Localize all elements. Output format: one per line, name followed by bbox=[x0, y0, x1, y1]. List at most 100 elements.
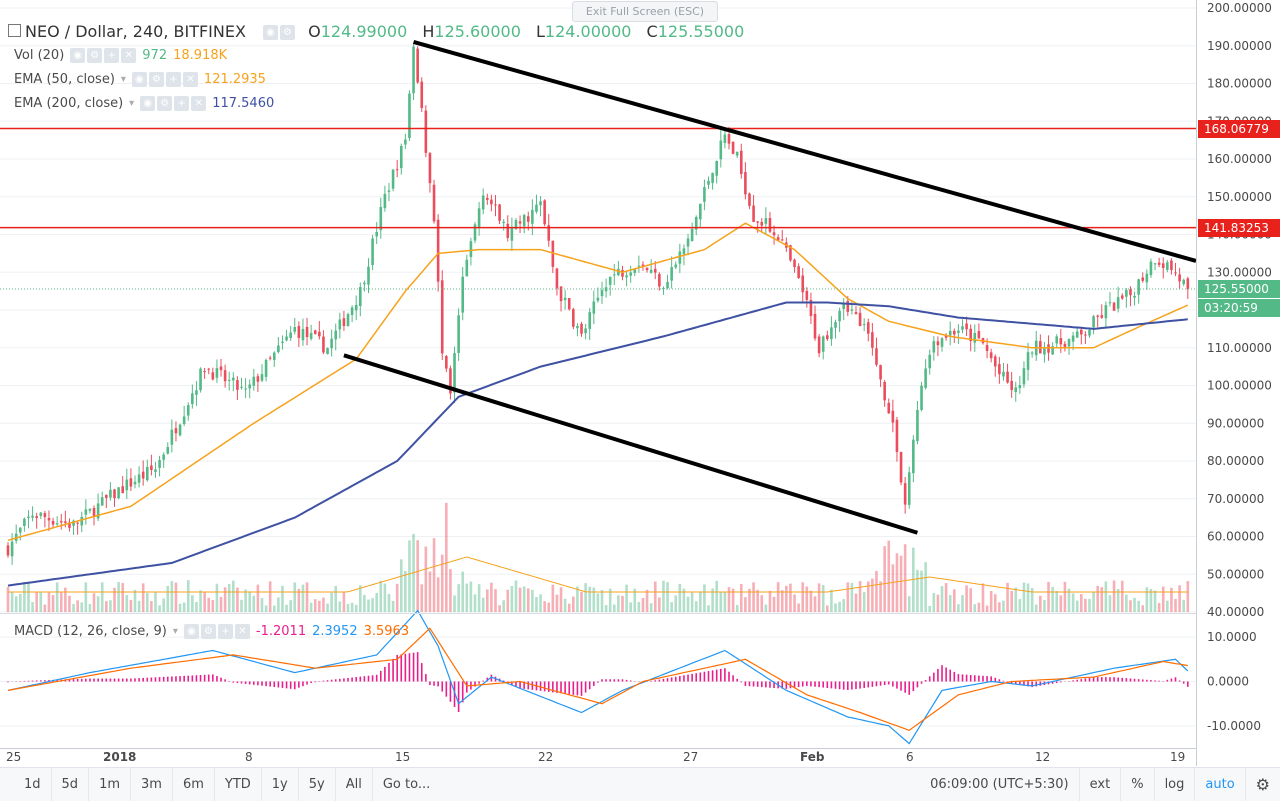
range-all[interactable]: All bbox=[336, 768, 373, 801]
gear-icon[interactable]: ⚙ bbox=[87, 48, 102, 63]
goto-button[interactable]: Go to... bbox=[373, 768, 440, 801]
plus-icon[interactable]: + bbox=[174, 96, 189, 111]
macd-histogram-bar bbox=[712, 670, 714, 681]
candle-body bbox=[687, 238, 690, 246]
volume-bar bbox=[216, 584, 219, 612]
macd-histogram-bar bbox=[884, 682, 886, 686]
candle-body bbox=[1100, 315, 1103, 318]
time-axis-label: 12 bbox=[1035, 750, 1050, 764]
volume-bar bbox=[44, 605, 47, 612]
gear-icon[interactable]: ⚙ bbox=[157, 96, 172, 111]
candle-body bbox=[863, 324, 866, 325]
macd-histogram-bar bbox=[925, 680, 927, 681]
chevron-down-icon[interactable]: ▾ bbox=[121, 74, 126, 85]
plus-icon[interactable]: + bbox=[104, 48, 119, 63]
candle-body bbox=[801, 276, 804, 293]
volume-bar bbox=[642, 598, 645, 612]
macd-histogram-bar bbox=[593, 682, 595, 686]
legend-macd[interactable]: MACD (12, 26, close, 9)▾ ◉⚙+✕ -1.2011 2.… bbox=[14, 624, 409, 639]
candle-body bbox=[1133, 296, 1136, 298]
chevron-down-icon[interactable]: ▾ bbox=[129, 98, 134, 109]
volume-bar bbox=[1121, 581, 1124, 612]
volume-bar bbox=[1027, 584, 1030, 612]
candle-body bbox=[535, 205, 538, 212]
settings-gear-icon[interactable]: ⚙ bbox=[1246, 768, 1280, 801]
legend-ema50[interactable]: EMA (50, close)▾ ◉⚙+✕ 121.2935 bbox=[14, 72, 266, 87]
close-icon[interactable]: ✕ bbox=[191, 96, 206, 111]
macd-histogram-bar bbox=[675, 677, 677, 682]
volume-bar bbox=[961, 595, 964, 612]
candle-body bbox=[1060, 338, 1063, 344]
close-icon[interactable]: ✕ bbox=[183, 72, 198, 87]
time-display[interactable]: 06:09:00 (UTC+5:30) bbox=[920, 768, 1080, 801]
candle-body bbox=[896, 420, 899, 452]
auto-toggle[interactable]: auto bbox=[1195, 768, 1245, 801]
ema-lines bbox=[8, 223, 1188, 585]
range-3m[interactable]: 3m bbox=[131, 768, 173, 801]
macd-histogram-bar bbox=[77, 679, 79, 682]
macd-histogram-bar bbox=[740, 682, 742, 683]
legend-vol[interactable]: Vol (20) ◉⚙+✕ 972 18.918K bbox=[14, 48, 227, 63]
eye-icon[interactable]: ◉ bbox=[70, 48, 85, 63]
range-5y[interactable]: 5y bbox=[299, 768, 336, 801]
range-1m[interactable]: 1m bbox=[89, 768, 131, 801]
log-toggle[interactable]: log bbox=[1155, 768, 1196, 801]
chevron-down-icon[interactable]: ▾ bbox=[173, 626, 178, 637]
candle-body bbox=[715, 161, 718, 176]
resistance-price-tag: 141.83253 bbox=[1198, 219, 1280, 237]
volume-bar bbox=[126, 595, 129, 612]
volume-bar bbox=[502, 600, 505, 612]
volume-bar bbox=[892, 564, 895, 612]
close-icon[interactable]: ✕ bbox=[121, 48, 136, 63]
volume-bar bbox=[519, 588, 522, 612]
vol-value: 972 bbox=[142, 48, 167, 63]
gear-icon[interactable]: ⚙ bbox=[201, 624, 216, 639]
eye-icon[interactable]: ◉ bbox=[132, 72, 147, 87]
candle-body bbox=[306, 327, 309, 337]
macd-histogram-bar bbox=[831, 682, 833, 689]
volume-bar bbox=[1117, 589, 1120, 612]
macd-histogram-bar bbox=[724, 668, 726, 681]
vol-ma-value: 18.918K bbox=[173, 48, 227, 63]
volume-bar bbox=[52, 595, 55, 612]
candle-body bbox=[543, 200, 546, 224]
macd-histogram-bar bbox=[802, 682, 804, 687]
macd-histogram-bar bbox=[257, 682, 259, 686]
close-icon[interactable]: ✕ bbox=[235, 624, 250, 639]
plus-icon[interactable]: + bbox=[166, 72, 181, 87]
volume-bar bbox=[822, 585, 825, 612]
plus-icon[interactable]: + bbox=[218, 624, 233, 639]
volume-bar bbox=[1158, 603, 1161, 612]
volume-bar bbox=[1174, 599, 1177, 612]
macd-histogram-bar bbox=[900, 682, 902, 691]
eye-icon[interactable]: ◉ bbox=[263, 25, 278, 40]
volume-bar bbox=[588, 587, 591, 612]
range-1d[interactable]: 1d bbox=[0, 768, 52, 801]
percent-toggle[interactable]: % bbox=[1121, 768, 1154, 801]
gear-icon[interactable]: ⚙ bbox=[280, 25, 295, 40]
volume-bar bbox=[617, 595, 620, 612]
candle-body bbox=[707, 181, 710, 185]
macd-histogram-bar bbox=[466, 682, 468, 693]
candle-body bbox=[31, 516, 34, 518]
collapse-icon[interactable] bbox=[8, 24, 21, 37]
legend-ema200[interactable]: EMA (200, close)▾ ◉⚙+✕ 117.5460 bbox=[14, 96, 274, 111]
macd-histogram-bar bbox=[163, 677, 165, 682]
candle-body bbox=[679, 251, 682, 263]
macd-histogram-bar bbox=[392, 659, 394, 682]
exit-fullscreen-hint[interactable]: Exit Full Screen (ESC) bbox=[572, 1, 718, 22]
macd-histogram-bar bbox=[585, 682, 587, 693]
ext-toggle[interactable]: ext bbox=[1080, 768, 1122, 801]
range-1y[interactable]: 1y bbox=[262, 768, 299, 801]
candle-body bbox=[760, 222, 763, 226]
volume-bar bbox=[347, 604, 350, 612]
range-ytd[interactable]: YTD bbox=[215, 768, 262, 801]
range-6m[interactable]: 6m bbox=[173, 768, 215, 801]
eye-icon[interactable]: ◉ bbox=[140, 96, 155, 111]
macd-histogram-bar bbox=[450, 682, 452, 702]
volume-bar bbox=[887, 541, 890, 612]
gear-icon[interactable]: ⚙ bbox=[149, 72, 164, 87]
range-5d[interactable]: 5d bbox=[52, 768, 90, 801]
eye-icon[interactable]: ◉ bbox=[184, 624, 199, 639]
